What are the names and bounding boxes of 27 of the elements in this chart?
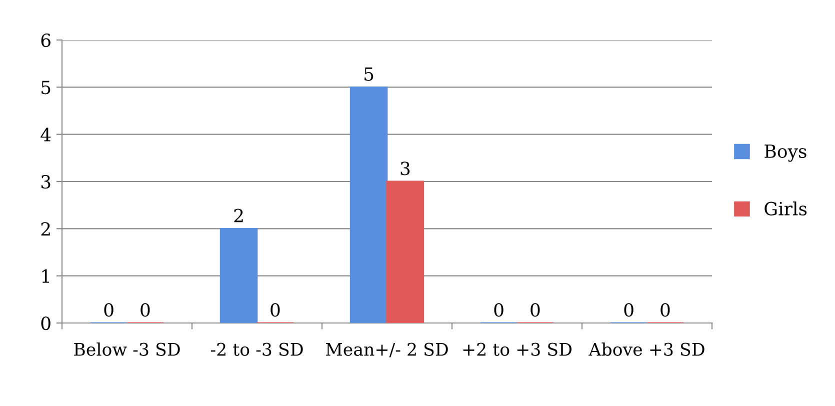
bar [220, 228, 258, 323]
data-label: 0 [104, 303, 114, 317]
legend-label: Girls [764, 201, 807, 216]
y-tick-label: 6 [41, 33, 50, 48]
x-tick-label: -2 to -3 SD [210, 342, 303, 356]
data-label: 0 [530, 303, 540, 317]
y-tick-label: 1 [42, 269, 50, 283]
x-tick-label: Below -3 SD [74, 342, 180, 356]
data-label: 0 [624, 303, 634, 317]
data-label: 0 [270, 303, 280, 317]
y-tick-label: 5 [42, 80, 50, 94]
bar [386, 180, 424, 323]
y-tick-label: 2 [41, 222, 50, 236]
data-label: 0 [494, 303, 504, 317]
bar [350, 86, 388, 323]
data-label: 5 [364, 67, 374, 81]
y-tick-label: 0 [41, 316, 50, 330]
legend-label: Boys [764, 144, 806, 162]
x-tick-label: +2 to +3 SD [463, 342, 572, 356]
y-tick-label: 4 [40, 128, 51, 142]
y-tick-label: 3 [41, 174, 50, 189]
data-label: 3 [400, 162, 410, 176]
data-label: 0 [660, 303, 670, 317]
data-label: 0 [140, 303, 150, 317]
data-label: 2 [234, 208, 243, 222]
x-tick-label: Mean+/- 2 SD [326, 342, 448, 358]
x-tick-label: Above +3 SD [588, 342, 704, 356]
